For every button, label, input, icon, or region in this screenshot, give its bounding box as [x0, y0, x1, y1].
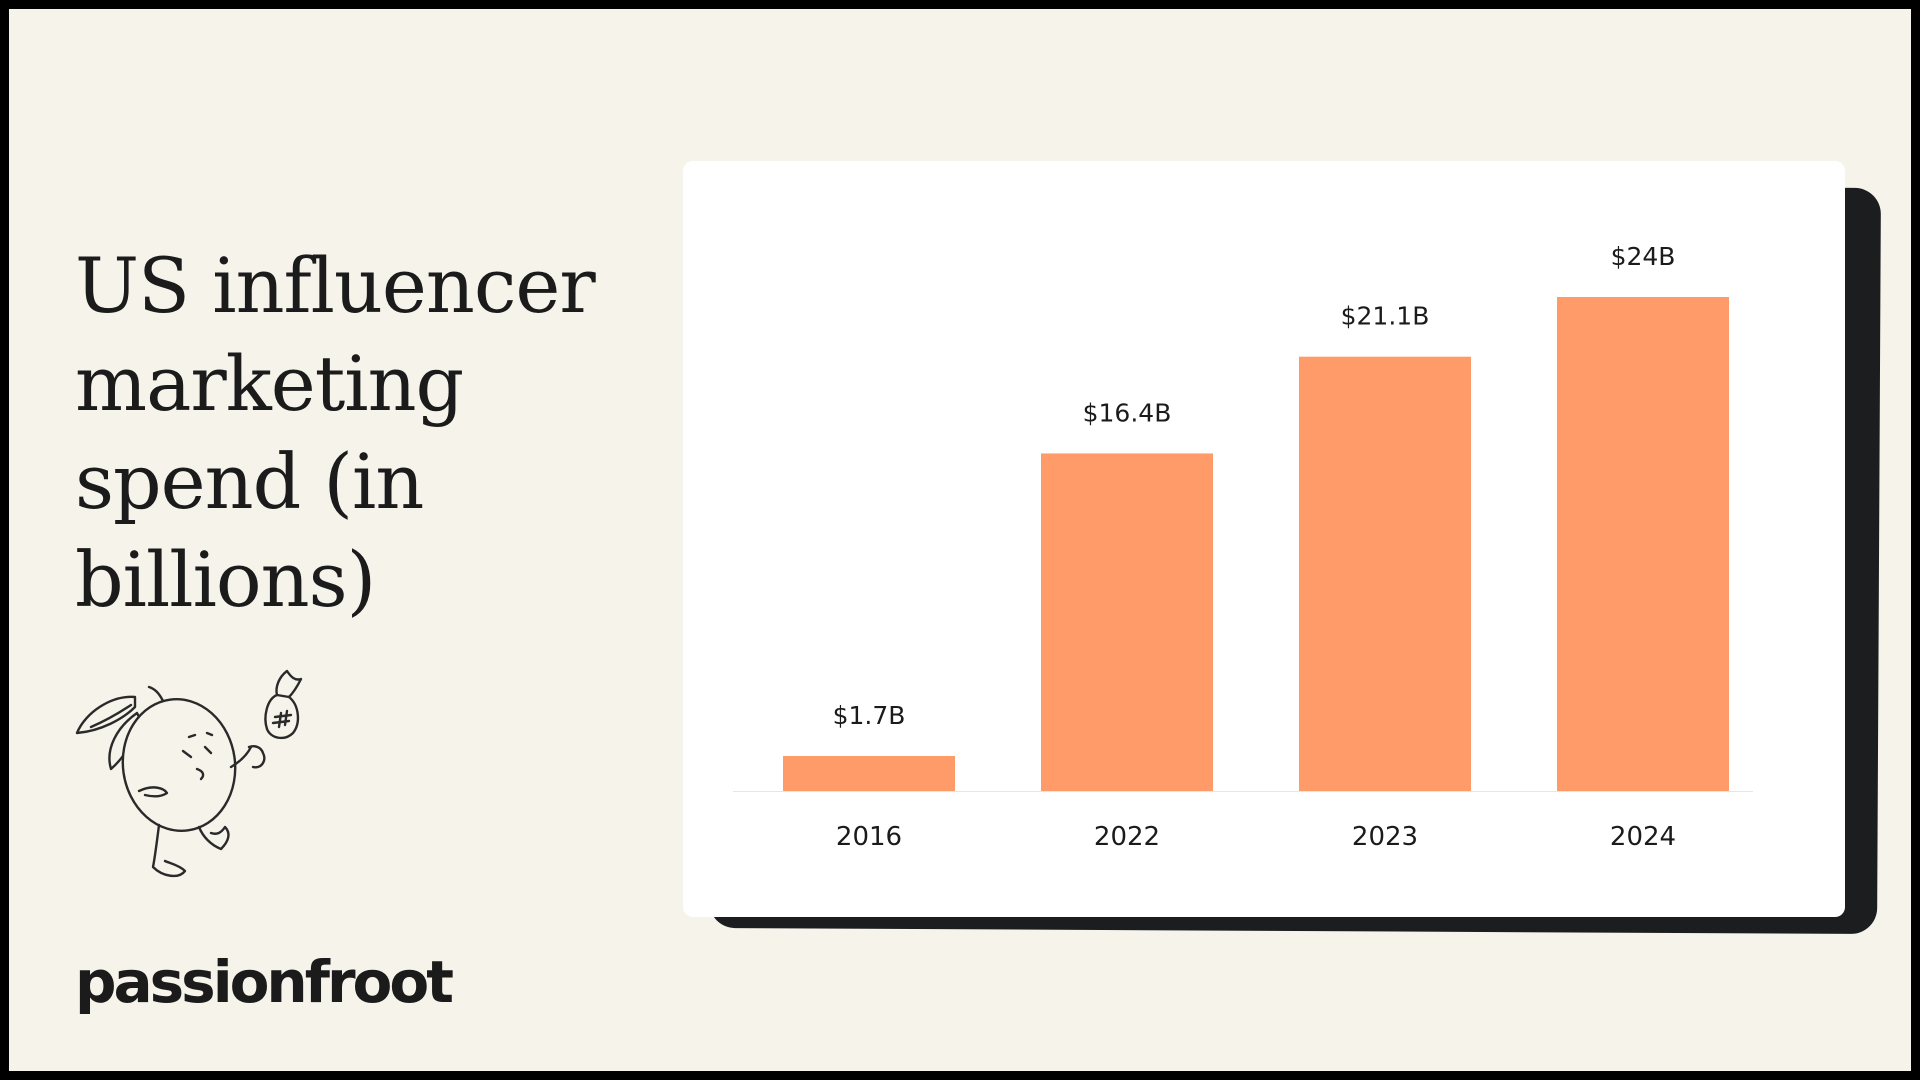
chart-card: $1.7B 2016 $16.4B 2022 $21.1B 2023 $24B 2024 — [683, 161, 1845, 917]
data-label-2024: $24B — [1611, 242, 1676, 271]
x-tick-label-2016: 2016 — [836, 822, 902, 852]
slide: US influencer marketing spend (in billio… — [9, 9, 1911, 1071]
bar-chart: $1.7B 2016 $16.4B 2022 $21.1B 2023 $24B 2024 — [733, 242, 1753, 852]
page-title: US influencer marketing spend (in billio… — [75, 241, 596, 624]
x-tick-label-2023: 2023 — [1352, 822, 1418, 852]
data-label-2016: $1.7B — [833, 701, 906, 730]
bar-2023 — [1299, 356, 1471, 791]
bar-2022 — [1041, 453, 1213, 791]
data-label-2022: $16.4B — [1083, 398, 1172, 427]
data-label-2023: $21.1B — [1341, 302, 1430, 331]
x-tick-label-2022: 2022 — [1094, 822, 1160, 852]
x-tick-label-2024: 2024 — [1610, 822, 1676, 852]
passionfroot-logo: passionfroot — [75, 948, 454, 1016]
bar-2024 — [1557, 297, 1729, 791]
passionfruit-mascot-icon — [75, 669, 303, 878]
bar-2016 — [783, 756, 955, 791]
